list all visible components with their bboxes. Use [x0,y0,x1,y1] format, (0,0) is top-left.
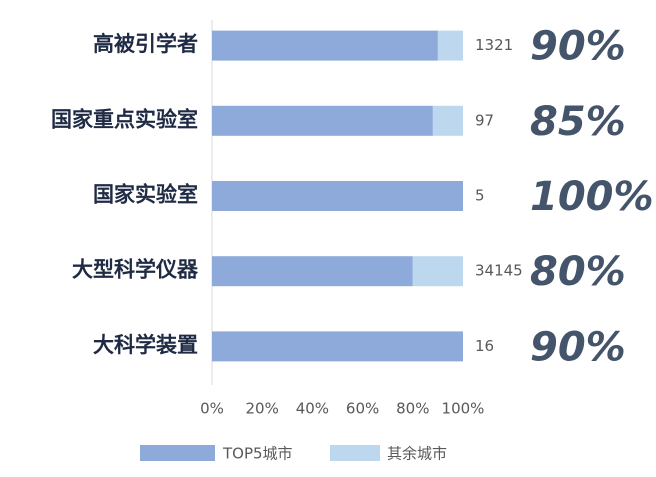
total-label: 16 [475,337,494,355]
x-tick-label: 40% [296,400,329,418]
total-label: 1321 [475,36,513,54]
bar-segment [412,256,463,287]
total-label: 97 [475,111,494,129]
x-tick-label: 80% [396,400,429,418]
x-tick-label: 60% [346,400,379,418]
bar-segment [432,105,463,136]
legend-swatch [140,445,215,461]
bar-segment [212,105,433,136]
bar-segment [212,181,463,211]
category-label: 大科学装置 [93,332,198,357]
bar-segment [212,331,463,362]
category-label: 国家重点实验室 [51,106,198,131]
total-label: 34145 [475,262,523,280]
annotation: 80% [530,249,626,295]
category-label: 大型科学仪器 [72,257,199,282]
total-label: 5 [475,187,485,205]
x-tick-label: 100% [442,400,485,418]
category-label: 高被引学者 [93,31,198,56]
annotation: 85% [530,99,626,145]
annotation: 90% [530,324,626,370]
x-tick-label: 0% [200,400,224,418]
bar-segment [212,30,438,61]
annotation: 100% [530,174,654,220]
category-label: 国家实验室 [93,182,198,207]
legend-swatch [330,445,380,461]
annotation: 90% [530,24,626,70]
bar-segment [437,30,463,61]
legend-label: TOP5城市 [222,445,293,463]
legend-label: 其余城市 [387,445,447,463]
x-tick-label: 20% [246,400,279,418]
bar-segment [212,256,413,287]
